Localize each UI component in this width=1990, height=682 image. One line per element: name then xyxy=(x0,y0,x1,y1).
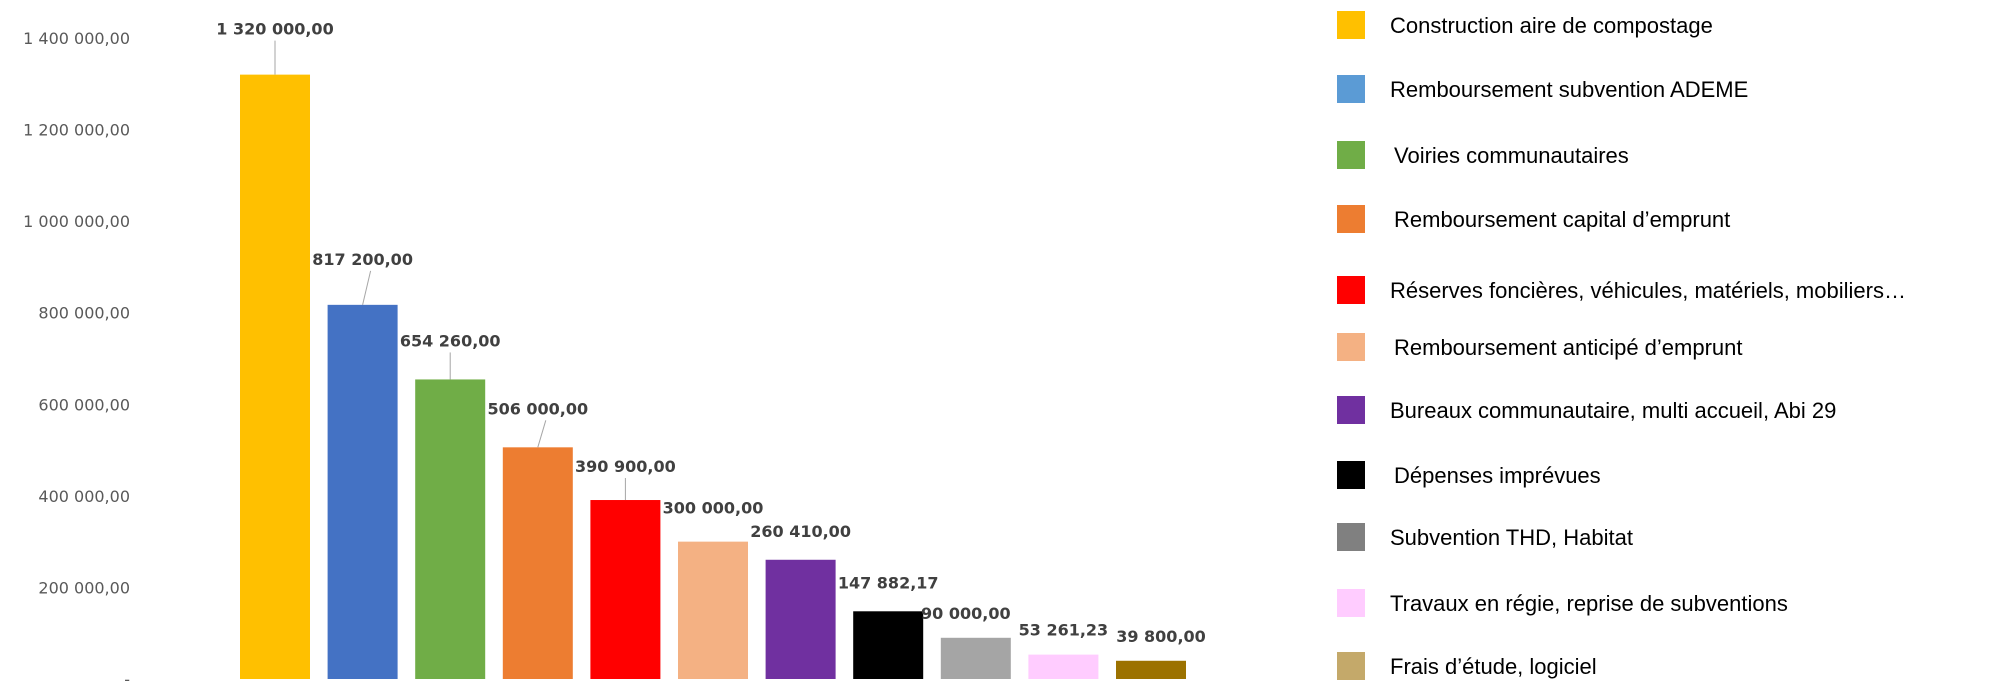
legend-label: Remboursement capital d’emprunt xyxy=(1394,207,1730,232)
legend-swatch xyxy=(1337,652,1365,680)
bar xyxy=(1116,660,1186,679)
legend-swatch xyxy=(1337,276,1365,304)
bar xyxy=(678,541,748,679)
bar xyxy=(415,379,486,679)
data-label: 53 261,23 xyxy=(1019,621,1109,640)
bar xyxy=(940,637,1011,679)
legend-swatch xyxy=(1337,141,1365,169)
bar xyxy=(240,74,310,680)
legend: Construction aire de compostage Rembourse… xyxy=(1337,11,1906,680)
legend-label: Travaux en régie, reprise de subventions xyxy=(1390,591,1788,616)
y-tick-label: 1 400 000,00 xyxy=(23,29,130,48)
legend-swatch xyxy=(1337,205,1365,233)
legend-label: Dépenses imprévues xyxy=(1394,463,1601,488)
y-tick-label: 600 000,00 xyxy=(38,395,130,414)
leader-line xyxy=(537,420,547,448)
leader-line xyxy=(362,270,372,305)
y-axis: - 200 000,00 400 000,00 600 000,00 800 000,0… xyxy=(23,29,130,682)
data-label: 39 800,00 xyxy=(1116,627,1206,646)
y-tick-label: 400 000,00 xyxy=(38,487,130,506)
leader-lines xyxy=(274,40,626,501)
legend-swatch xyxy=(1337,11,1365,39)
legend-swatch xyxy=(1337,333,1365,361)
y-tick-label: 200 000,00 xyxy=(38,578,130,597)
data-label: 654 260,00 xyxy=(400,331,501,350)
bar xyxy=(327,304,398,679)
data-label: 817 200,00 xyxy=(312,250,413,269)
legend-swatch xyxy=(1337,523,1365,551)
y-tick-label: 800 000,00 xyxy=(38,304,130,323)
legend-label: Subvention THD, Habitat xyxy=(1390,525,1633,550)
legend-label: Construction aire de compostage xyxy=(1390,13,1713,38)
legend-label: Remboursement anticipé d’emprunt xyxy=(1394,335,1743,360)
data-label: 147 882,17 xyxy=(838,573,939,592)
legend-swatch xyxy=(1337,461,1365,489)
y-tick-label: 1 200 000,00 xyxy=(23,121,130,140)
legend-label: Réserves foncières, véhicules, matériels… xyxy=(1390,278,1906,303)
bars xyxy=(240,74,1186,680)
data-label: 90 000,00 xyxy=(921,604,1011,623)
bar xyxy=(590,500,661,679)
y-tick-label: 1 000 000,00 xyxy=(23,212,130,231)
bar xyxy=(853,611,924,679)
data-label: 300 000,00 xyxy=(663,499,764,518)
data-label: 390 900,00 xyxy=(575,457,676,476)
bar xyxy=(1028,654,1099,679)
data-label: 506 000,00 xyxy=(487,399,588,418)
bar xyxy=(502,447,573,679)
data-label: 1 320 000,00 xyxy=(216,20,333,39)
legend-swatch xyxy=(1337,589,1365,617)
legend-label: Remboursement subvention ADEME xyxy=(1390,77,1748,102)
legend-swatch xyxy=(1337,75,1365,103)
data-labels: 1 320 000,00 817 200,00 654 260,00 506 000,… xyxy=(216,20,1206,646)
legend-swatch xyxy=(1337,396,1365,424)
legend-label: Voiries communautaires xyxy=(1394,143,1629,168)
legend-label: Frais d’étude, logiciel xyxy=(1390,654,1597,679)
y-tick-label: - xyxy=(124,670,130,682)
data-label: 260 410,00 xyxy=(750,522,851,541)
bar xyxy=(765,559,836,679)
legend-label: Bureaux communautaire, multi accueil, Ab… xyxy=(1390,398,1836,423)
